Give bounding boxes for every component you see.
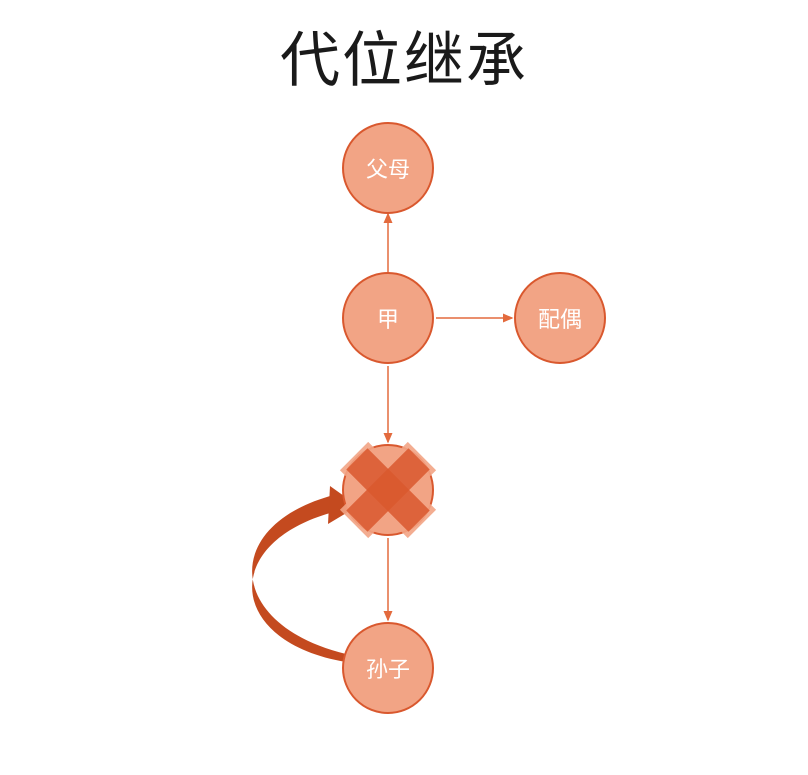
cross-icon [338, 440, 438, 540]
node-grandchild-label: 孙子 [366, 652, 410, 684]
node-jia: 甲 [342, 272, 434, 364]
node-jia-label: 甲 [377, 302, 399, 334]
node-spouse: 配偶 [514, 272, 606, 364]
node-grandchild: 孙子 [342, 622, 434, 714]
node-spouse-label: 配偶 [538, 302, 582, 334]
node-parents-label: 父母 [366, 152, 410, 184]
node-parents: 父母 [342, 122, 434, 214]
